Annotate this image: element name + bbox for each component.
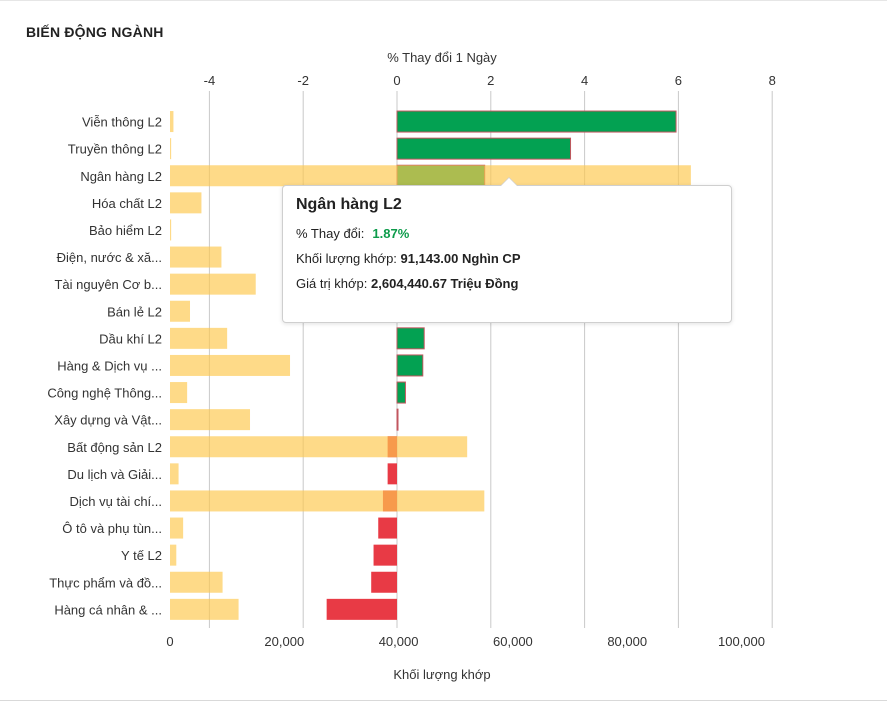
volume-bar bbox=[170, 138, 172, 160]
tooltip-value-label: Giá trị khớp: bbox=[296, 276, 368, 291]
chart-tooltip: Ngân hàng L2 % Thay đổi: 1.87% Khối lượng… bbox=[282, 177, 732, 323]
tooltip-pct-row: % Thay đổi: 1.87% bbox=[296, 221, 718, 246]
x-bottom-axis-label: Khối lượng khớp bbox=[393, 667, 490, 682]
x-bottom-tick-label: 0 bbox=[166, 634, 173, 649]
category-label: Du lịch và Giải... bbox=[67, 467, 162, 482]
volume-bar bbox=[170, 490, 485, 512]
tooltip-volume-value: 91,143.00 Nghìn CP bbox=[400, 251, 521, 266]
category-label: Hàng cá nhân & ... bbox=[54, 602, 162, 617]
volume-bar bbox=[170, 598, 239, 620]
pct-change-bar bbox=[396, 110, 677, 133]
x-top-tick-label: 4 bbox=[581, 73, 588, 88]
pct-change-bar bbox=[378, 517, 397, 539]
category-label: Hóa chất L2 bbox=[92, 196, 162, 211]
volume-bar bbox=[170, 571, 223, 593]
volume-bar bbox=[170, 165, 691, 187]
x-bottom-tick-label: 60,000 bbox=[493, 634, 533, 649]
tooltip-value-value: 2,604,440.67 Triệu Đồng bbox=[371, 276, 519, 291]
volume-bar bbox=[170, 300, 191, 322]
category-label: Ô tô và phụ tùn... bbox=[62, 521, 162, 536]
pct-change-bar bbox=[387, 463, 397, 485]
volume-bar bbox=[170, 327, 228, 349]
x-top-tick-label: 8 bbox=[769, 73, 776, 88]
x-bottom-tick-label: 20,000 bbox=[264, 634, 304, 649]
category-label: Viễn thông L2 bbox=[82, 115, 162, 130]
pct-change-bar bbox=[396, 327, 425, 350]
x-bottom-tick-label: 40,000 bbox=[379, 634, 419, 649]
volume-bar bbox=[170, 382, 188, 404]
pct-change-bar bbox=[396, 381, 406, 404]
x-top-axis-label: % Thay đổi 1 Ngày bbox=[387, 50, 497, 65]
category-label: Dịch vụ tài chí... bbox=[70, 494, 162, 509]
pct-change-bar bbox=[326, 598, 397, 620]
category-label: Bán lẻ L2 bbox=[107, 304, 162, 319]
volume-bar bbox=[170, 192, 202, 214]
pct-change-bar bbox=[396, 137, 572, 160]
category-label: Dầu khí L2 bbox=[99, 331, 162, 346]
volume-bar bbox=[170, 409, 251, 431]
pct-change-bar bbox=[396, 408, 399, 431]
x-top-tick-label: 2 bbox=[487, 73, 494, 88]
tooltip-title: Ngân hàng L2 bbox=[296, 196, 402, 213]
volume-bar bbox=[170, 463, 179, 485]
x-top-tick-label: 0 bbox=[393, 73, 400, 88]
x-top-tick-label: -4 bbox=[204, 73, 216, 88]
volume-bar bbox=[170, 111, 174, 133]
category-label: Công nghệ Thông... bbox=[47, 386, 162, 401]
category-label: Bảo hiểm L2 bbox=[89, 223, 162, 238]
x-bottom-tick-label: 80,000 bbox=[607, 634, 647, 649]
tooltip-value-row: Giá trị khớp: 2,604,440.67 Triệu Đồng bbox=[296, 271, 718, 296]
pct-change-bar bbox=[371, 571, 397, 593]
category-label: Bất động sản L2 bbox=[67, 440, 162, 455]
volume-bar bbox=[170, 246, 222, 268]
tooltip-pct-label: % Thay đổi: bbox=[296, 226, 365, 241]
category-label: Xây dựng và Vật... bbox=[54, 413, 162, 428]
x-top-tick-label: -2 bbox=[297, 73, 309, 88]
category-label: Hàng & Dịch vụ ... bbox=[57, 358, 162, 373]
volume-bar bbox=[170, 517, 184, 539]
category-label: Y tế L2 bbox=[121, 548, 162, 563]
panel-title: BIẾN ĐỘNG NGÀNH bbox=[26, 24, 164, 40]
tooltip-arrow bbox=[500, 177, 518, 186]
category-label: Ngân hàng L2 bbox=[80, 169, 162, 184]
tooltip-pct-value: 1.87% bbox=[372, 226, 410, 241]
volume-bar bbox=[170, 273, 256, 295]
pct-change-bar bbox=[396, 354, 424, 377]
volume-bar bbox=[170, 219, 172, 241]
pct-change-bar bbox=[373, 544, 397, 566]
volume-bar bbox=[170, 436, 468, 458]
category-label: Thực phẩm và đồ... bbox=[49, 575, 162, 590]
x-top-tick-label: 6 bbox=[675, 73, 682, 88]
category-label: Truyền thông L2 bbox=[68, 142, 162, 157]
category-label: Tài nguyên Cơ b... bbox=[54, 277, 162, 292]
tooltip-volume-row: Khối lượng khớp: 91,143.00 Nghìn CP bbox=[296, 246, 718, 271]
volume-bar bbox=[170, 354, 291, 376]
category-label: Điện, nước & xă... bbox=[57, 250, 162, 265]
x-bottom-tick-label: 100,000 bbox=[718, 634, 765, 649]
volume-bar bbox=[170, 544, 177, 566]
tooltip-volume-label: Khối lượng khớp: bbox=[296, 251, 397, 266]
